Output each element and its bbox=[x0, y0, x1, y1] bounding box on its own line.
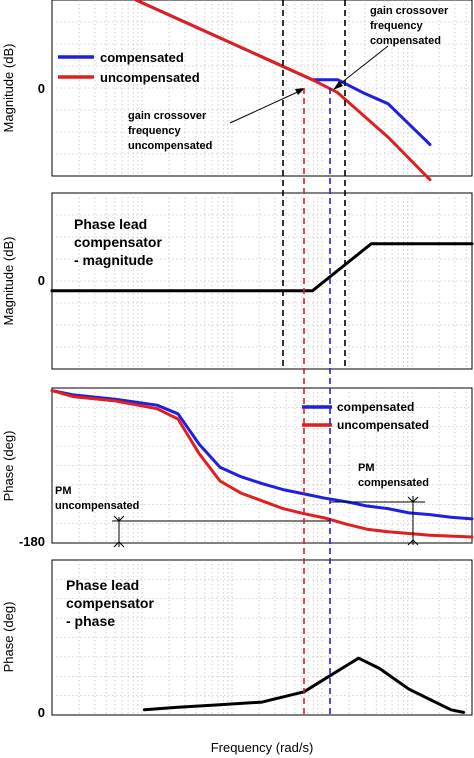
panel-lead-phase-grid bbox=[52, 560, 472, 715]
annotation-pm-compensated-1: PM bbox=[358, 462, 375, 474]
panel-phase-ylabel: Phase (deg) bbox=[1, 431, 16, 502]
annotation-gc-uncompensated-1: gain crossover bbox=[128, 110, 207, 122]
annotation-gc-compensated-1: gain crossover bbox=[370, 5, 449, 17]
panel-magnitude-ytick: 0 bbox=[38, 81, 45, 96]
annotation-gc-uncompensated-3: uncompensated bbox=[128, 140, 212, 152]
legend-uncompensated-label: uncompensated bbox=[100, 70, 200, 85]
lead-magnitude-title-3: - magnitude bbox=[74, 252, 154, 268]
arrowhead-uncompensated bbox=[295, 88, 305, 95]
panel-lead-phase-ytick: 0 bbox=[38, 705, 45, 720]
annotation-pm-uncompensated-2: uncompensated bbox=[55, 500, 139, 512]
series-uncompensated-line bbox=[134, 0, 432, 182]
pm-uncompensated-arrows bbox=[113, 515, 125, 548]
series-compensated-line bbox=[50, 389, 474, 521]
lead-phase-title-3: - phase bbox=[66, 613, 115, 629]
panel-lead-magnitude: 0 Magnitude (dB) Phase lead compensator … bbox=[1, 192, 474, 370]
panel-magnitude-lines bbox=[134, 0, 432, 182]
annotation-gc-compensated-3: compensated bbox=[370, 35, 441, 47]
panel-phase-lines bbox=[50, 389, 474, 539]
panel-phase-ytick: -180 bbox=[19, 534, 45, 549]
annotation-gc-uncompensated-2: frequency bbox=[128, 125, 181, 137]
pm-markers bbox=[112, 496, 425, 548]
panel-lead-magnitude-lines bbox=[50, 242, 474, 293]
annotation-gc-compensated-2: frequency bbox=[370, 20, 423, 32]
panel-lead-magnitude-ytick: 0 bbox=[38, 273, 45, 288]
annotation-pm-uncompensated-1: PM bbox=[55, 485, 72, 497]
dashed-guides bbox=[282, 0, 346, 715]
lead-phase-title-2: compensator bbox=[66, 595, 154, 611]
lead-phase-title-1: Phase lead bbox=[66, 577, 139, 593]
annotation-pm-compensated-2: compensated bbox=[358, 477, 429, 489]
annotation-arrow-uncompensated bbox=[229, 89, 303, 124]
legend-phase-compensated-label: compensated bbox=[337, 400, 414, 414]
series-lead-line bbox=[50, 242, 474, 293]
panel-magnitude: 0 Magnitude (dB) compensated uncompensat… bbox=[1, 0, 473, 182]
panel-lead-phase-lines bbox=[142, 656, 466, 714]
series-lead-line bbox=[142, 656, 466, 714]
x-axis-label: Frequency (rad/s) bbox=[211, 740, 314, 755]
panel-lead-phase: 0 Phase (deg) Phase lead compensator - p… bbox=[1, 559, 473, 720]
panel-lead-phase-ylabel: Phase (deg) bbox=[1, 602, 16, 673]
panel-magnitude-grid bbox=[52, 0, 472, 176]
annotation-arrow-compensated bbox=[335, 45, 389, 88]
legend-compensated-label: compensated bbox=[100, 50, 184, 65]
panel-lead-magnitude-grid bbox=[52, 193, 472, 369]
panel-magnitude-ylabel: Magnitude (dB) bbox=[1, 44, 16, 133]
panel-lead-magnitude-ylabel: Magnitude (dB) bbox=[1, 237, 16, 326]
lead-magnitude-title-2: compensator bbox=[74, 234, 162, 250]
pm-compensated-arrows bbox=[407, 496, 419, 546]
series-uncompensated-line bbox=[50, 389, 474, 539]
panel-phase: -180 Phase (deg) compensated uncompensat… bbox=[1, 387, 474, 549]
arrowhead-compensated bbox=[333, 81, 343, 90]
legend-phase-uncompensated-label: uncompensated bbox=[337, 418, 429, 432]
lead-magnitude-title-1: Phase lead bbox=[74, 216, 147, 232]
